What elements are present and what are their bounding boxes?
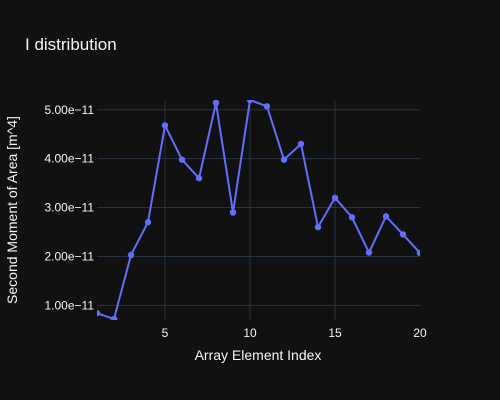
data-point — [127, 251, 135, 259]
x-tick-label: 5 — [162, 326, 169, 340]
chart-title: I distribution — [25, 35, 117, 54]
y-tick-label: 1.00e−11 — [45, 298, 95, 312]
grid-layer — [97, 100, 420, 320]
data-point — [144, 219, 152, 226]
x-axis-ticks: 5 10 15 20 — [162, 326, 427, 340]
y-axis-title: Second Moment of Area [m^4] — [4, 116, 20, 304]
x-tick-label: 20 — [413, 326, 427, 340]
data-point — [263, 103, 271, 110]
data-point — [161, 122, 169, 129]
data-point — [229, 209, 237, 216]
data-point — [297, 140, 305, 148]
data-point — [365, 249, 373, 256]
x-tick-label: 15 — [328, 326, 342, 340]
plot-area — [97, 100, 420, 320]
y-axis-ticks: 1.00e−11 2.00e−11 3.00e−11 4.00e−11 5.00e−11 — [45, 103, 95, 313]
data-point — [178, 156, 186, 163]
data-point — [399, 231, 407, 238]
data-point — [97, 309, 101, 317]
series-line — [97, 100, 420, 320]
data-point — [314, 223, 322, 231]
data-point — [382, 213, 390, 220]
y-tick-label: 3.00e−11 — [45, 201, 95, 215]
data-point — [280, 156, 288, 163]
data-point — [195, 175, 203, 182]
data-point — [416, 249, 420, 257]
y-tick-label: 4.00e−11 — [45, 152, 95, 166]
y-tick-label: 5.00e−11 — [45, 103, 95, 117]
data-point — [348, 214, 356, 221]
data-point — [110, 315, 118, 320]
x-tick-label: 10 — [243, 326, 257, 340]
x-axis-title: Array Element Index — [195, 347, 322, 363]
data-point — [212, 100, 220, 107]
data-point — [246, 100, 254, 104]
data-point — [331, 194, 339, 201]
y-tick-label: 2.00e−11 — [45, 249, 95, 263]
